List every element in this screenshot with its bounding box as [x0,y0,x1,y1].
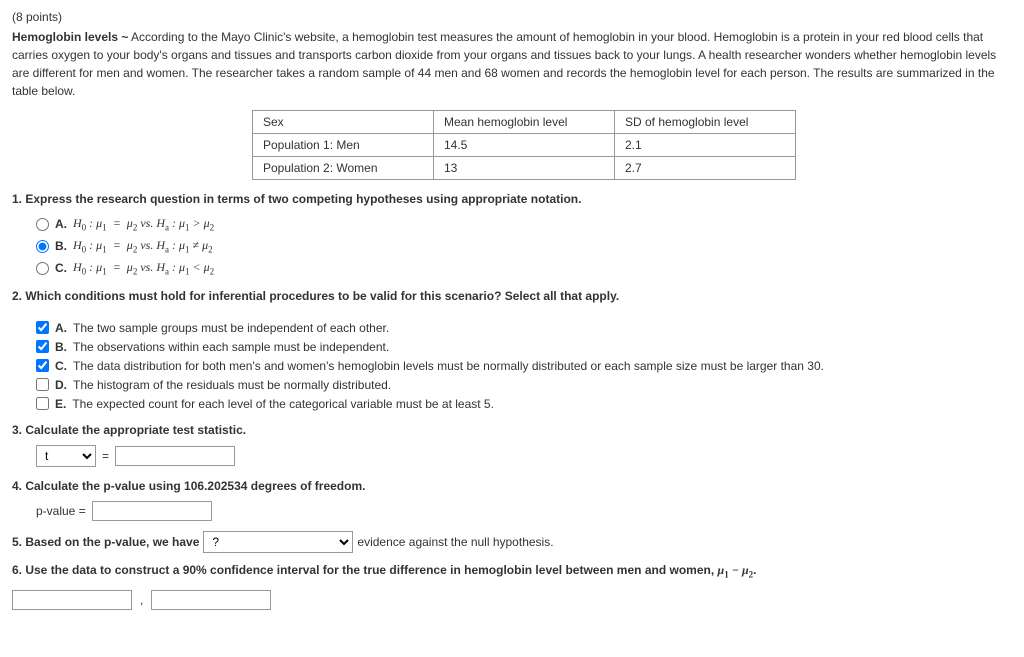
intro-paragraph: Hemoglobin levels ~ According to the May… [12,28,1012,100]
points-label: (8 points) [12,8,1012,26]
data-table: Sex Mean hemoglobin level SD of hemoglob… [252,110,796,180]
q2-label-e: E. [55,395,66,413]
q1-radio-a[interactable] [36,218,49,231]
q2-text-b: The observations within each sample must… [73,338,389,356]
q2-label-b: B. [55,338,67,356]
q2-label-a: A. [55,319,67,337]
table-header-mean: Mean hemoglobin level [434,111,615,134]
table-cell: Population 1: Men [253,134,434,157]
q2-text-a: The two sample groups must be independen… [73,319,389,337]
q6-comma: , [140,591,143,609]
q6-lower-input[interactable] [12,590,132,610]
q1-label-a: A. [55,215,67,233]
q1-option-a[interactable]: A. H0 : μ1 = μ2 vs. Ha : μ1 > μ2 [36,214,1012,235]
q2-label-c: C. [55,357,67,375]
q3-prompt: 3. Calculate the appropriate test statis… [12,421,1012,439]
q3-stat-select[interactable]: t [36,445,96,467]
q5-suffix: evidence against the null hypothesis. [357,533,553,551]
q4-label: p-value = [36,502,86,520]
q4-value-input[interactable] [92,501,212,521]
q2-check-c[interactable] [36,359,49,372]
table-cell: 14.5 [434,134,615,157]
q1-radio-c[interactable] [36,262,49,275]
q6-ci-inputs: , [12,590,1012,610]
table-header-sd: SD of hemoglobin level [615,111,796,134]
q4-prompt: 4. Calculate the p-value using 106.20253… [12,477,1012,495]
q3-answer-row: t = [36,445,1012,467]
q2-options: A. The two sample groups must be indepen… [36,319,1012,413]
q3-value-input[interactable] [115,446,235,466]
q2-check-b[interactable] [36,340,49,353]
q1-math-b: H0 : μ1 = μ2 vs. Ha : μ1 ≠ μ2 [73,236,213,257]
q2-label-d: D. [55,376,67,394]
q1-math-c: H0 : μ1 = μ2 vs. Ha : μ1 < μ2 [73,258,214,279]
q1-label-b: B. [55,237,67,255]
q6-row: 6. Use the data to construct a 90% confi… [12,561,1012,582]
q2-check-d[interactable] [36,378,49,391]
q1-math-a: H0 : μ1 = μ2 vs. Ha : μ1 > μ2 [73,214,214,235]
q2-option-e[interactable]: E. The expected count for each level of … [36,395,1012,413]
q2-option-a[interactable]: A. The two sample groups must be indepen… [36,319,1012,337]
q1-prompt: 1. Express the research question in term… [12,190,1012,208]
intro-title: Hemoglobin levels ~ [12,30,128,44]
q1-option-c[interactable]: C. H0 : μ1 = μ2 vs. Ha : μ1 < μ2 [36,258,1012,279]
q2-text-e: The expected count for each level of the… [72,395,494,413]
table-cell: 2.7 [615,157,796,180]
q5-evidence-select[interactable]: ? [203,531,353,553]
q1-options: A. H0 : μ1 = μ2 vs. Ha : μ1 > μ2 B. H0 :… [36,214,1012,279]
q2-prompt: 2. Which conditions must hold for infere… [12,287,1012,305]
q5-row: 5. Based on the p-value, we have ? evide… [12,531,1012,553]
q1-label-c: C. [55,259,67,277]
q3-equals: = [102,447,109,465]
q1-option-b[interactable]: B. H0 : μ1 = μ2 vs. Ha : μ1 ≠ μ2 [36,236,1012,257]
q4-answer-row: p-value = [36,501,1012,521]
q1-radio-b[interactable] [36,240,49,253]
q2-option-c[interactable]: C. The data distribution for both men's … [36,357,1012,375]
q2-text-d: The histogram of the residuals must be n… [73,376,391,394]
q2-check-e[interactable] [36,397,49,410]
q6-upper-input[interactable] [151,590,271,610]
q6-prompt: 6. Use the data to construct a 90% confi… [12,563,756,577]
q2-check-a[interactable] [36,321,49,334]
q2-option-b[interactable]: B. The observations within each sample m… [36,338,1012,356]
intro-text: According to the Mayo Clinic's website, … [12,30,996,98]
table-cell: 2.1 [615,134,796,157]
table-header-sex: Sex [253,111,434,134]
table-cell: Population 2: Women [253,157,434,180]
table-cell: 13 [434,157,615,180]
q5-prefix: 5. Based on the p-value, we have [12,533,199,551]
q2-option-d[interactable]: D. The histogram of the residuals must b… [36,376,1012,394]
q2-text-c: The data distribution for both men's and… [73,357,824,375]
